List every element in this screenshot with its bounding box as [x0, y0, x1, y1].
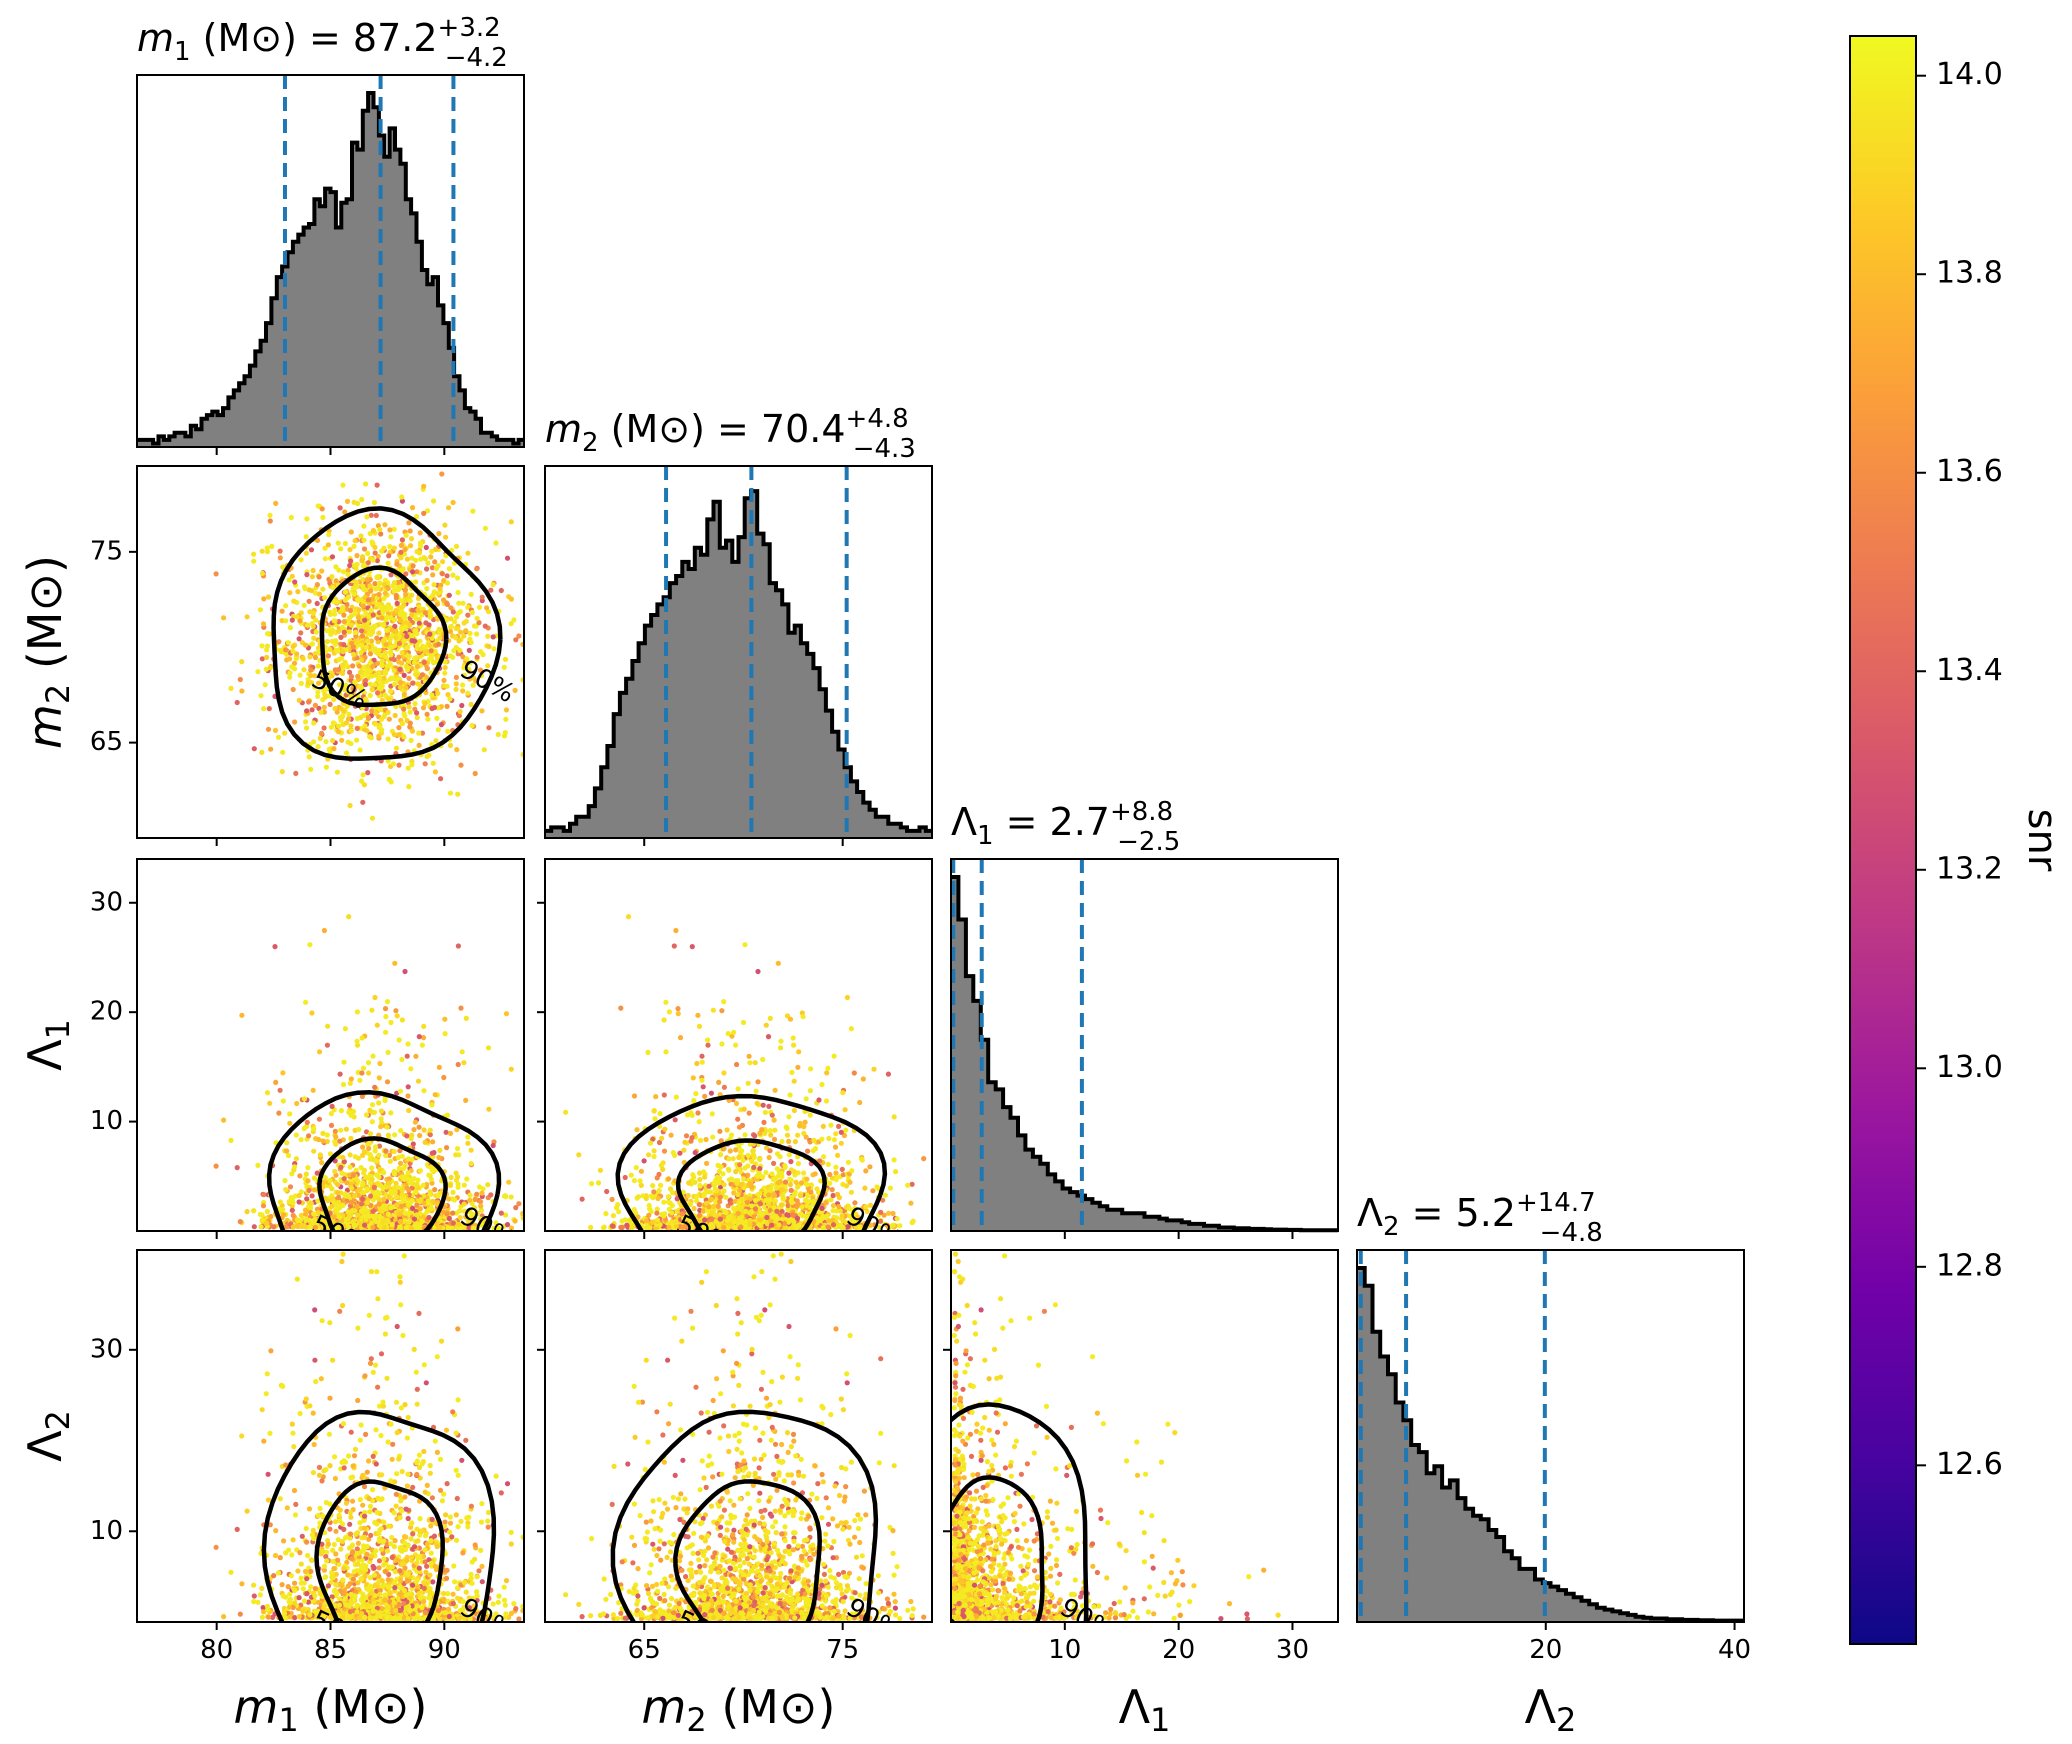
histogram-step-m2: [545, 489, 932, 833]
ytick-label-L1: 20: [90, 997, 123, 1027]
contour-50: [319, 565, 449, 708]
contour-label-90: 90%: [455, 1201, 520, 1256]
colorbar-tick-label: 14.0: [1936, 57, 2003, 92]
xlabel-L2: Λ2: [1525, 1680, 1577, 1740]
scatter-L1-vs-m1: [213, 914, 524, 1231]
contour-90: [266, 1089, 502, 1231]
colorbar-tick-label: 12.6: [1936, 1447, 2003, 1482]
panel-L1-vs-m2: 50% 90%: [537, 858, 933, 1239]
xtick-label-L1: 20: [1162, 1635, 1195, 1665]
histogram-fill-L1: [951, 877, 1338, 1231]
contour-90: [261, 1409, 497, 1622]
panel-L2-vs-m2: 50% 90%65 75: [537, 1249, 933, 1665]
ytick-label-m2: 65: [90, 727, 123, 757]
ytick-label-m2: 75: [90, 536, 123, 566]
colorbar-tick-label: 13.4: [1936, 653, 2003, 688]
contour-label-90: 90%: [455, 654, 520, 709]
xlabel-m2: m2 (M⊙): [642, 1680, 836, 1740]
panel-L1-vs-L1: [950, 858, 1339, 1239]
xlabel-L1: Λ1: [1119, 1680, 1171, 1740]
histogram-fill-L2: [1357, 1268, 1744, 1622]
colorbar-gradient: [1849, 35, 1917, 1645]
histogram-step-L2: [1357, 1266, 1744, 1623]
ylabel-L1: Λ1: [18, 1019, 78, 1071]
contour-50: [951, 1475, 1045, 1622]
xtick-label-m2: 75: [826, 1635, 859, 1665]
colorbar-tick-label: 13.0: [1936, 1050, 2003, 1085]
titles-layer: m1 (M⊙) = 87.2+3.2 −4.2 m2 (M⊙) = 70.4+4.8…: [137, 13, 1603, 1248]
panel-frame: [950, 1249, 1339, 1623]
title-m2: m2 (M⊙) = 70.4+4.8 −4.3: [545, 404, 916, 464]
xlabel-m1: m1 (M⊙): [234, 1680, 428, 1740]
title-L1: Λ1 = 2.7+8.8 −2.5: [951, 797, 1180, 857]
axis-labels-layer: m1 (M⊙) m2 (M⊙) Λ1 Λ2 m2 (M⊙) Λ1 Λ2: [18, 555, 1577, 1739]
panel-frame: [544, 465, 933, 839]
xtick-label-m2: 65: [628, 1635, 661, 1665]
scatter-m2-vs-m1: [213, 466, 524, 821]
histogram-step-L1: [951, 875, 1338, 1233]
colorbar-label: snr: [2019, 809, 2065, 872]
contour-90: [271, 506, 503, 761]
xtick-label-L1: 30: [1276, 1635, 1309, 1665]
panel-frame: [136, 465, 525, 839]
panel-frame: [544, 1249, 933, 1623]
xtick-label-L1: 10: [1048, 1635, 1081, 1665]
ytick-label-L2: 10: [90, 1516, 123, 1546]
xtick-label-L2: 20: [1529, 1635, 1562, 1665]
xtick-label-m1: 85: [314, 1635, 347, 1665]
panel-m2-vs-m2: [544, 465, 933, 846]
scatter-L2-vs-L1: [951, 1251, 1281, 1622]
scatter-L2-vs-m1: [213, 1251, 524, 1622]
contour-90: [610, 1409, 879, 1622]
histogram-fill-m2: [545, 491, 932, 838]
contour-50: [314, 1479, 445, 1622]
contour-50: [317, 1136, 448, 1231]
ytick-label-L2: 30: [90, 1334, 123, 1364]
contour-50: [673, 1479, 822, 1622]
xtick-label-m1: 80: [200, 1635, 233, 1665]
colorbar: 12.6 12.8 13.0 13.2 13.4 13.6 13.8 14.0 snr: [1849, 35, 2065, 1645]
panel-L2-vs-L2: 20 40: [1356, 1249, 1751, 1665]
colorbar-tick-label: 13.8: [1936, 256, 2003, 291]
xtick-label-L2: 40: [1718, 1635, 1751, 1665]
ylabel-L2: Λ2: [18, 1410, 78, 1462]
colorbar-tick-label: 13.6: [1936, 454, 2003, 489]
colorbar-tick-label: 13.2: [1936, 851, 2003, 886]
panel-frame: [950, 858, 1339, 1232]
title-m1: m1 (M⊙) = 87.2+3.2 −4.2: [137, 13, 508, 73]
scatter-L2-vs-m2: [563, 1251, 932, 1622]
xtick-label-m1: 90: [428, 1635, 461, 1665]
panel-frame: [136, 858, 525, 1232]
contour-90: [615, 1093, 888, 1231]
ylabel-m2: m2 (M⊙): [18, 555, 78, 749]
panel-m1-vs-m1: [136, 74, 525, 455]
panel-frame: [544, 858, 933, 1232]
title-L2: Λ2 = 5.2+14.7 −4.8: [1357, 1188, 1603, 1248]
ytick-label-L1: 10: [90, 1106, 123, 1136]
colorbar-tick-label: 12.8: [1936, 1248, 2003, 1283]
histogram-fill-m1: [137, 93, 524, 447]
panel-L2-vs-L1: 50% 90%10 20 30: [943, 1249, 1339, 1665]
contour-90: [951, 1402, 1089, 1622]
panel-frame: [1356, 1249, 1745, 1623]
contour-50: [675, 1138, 827, 1231]
ytick-label-L1: 30: [90, 887, 123, 917]
